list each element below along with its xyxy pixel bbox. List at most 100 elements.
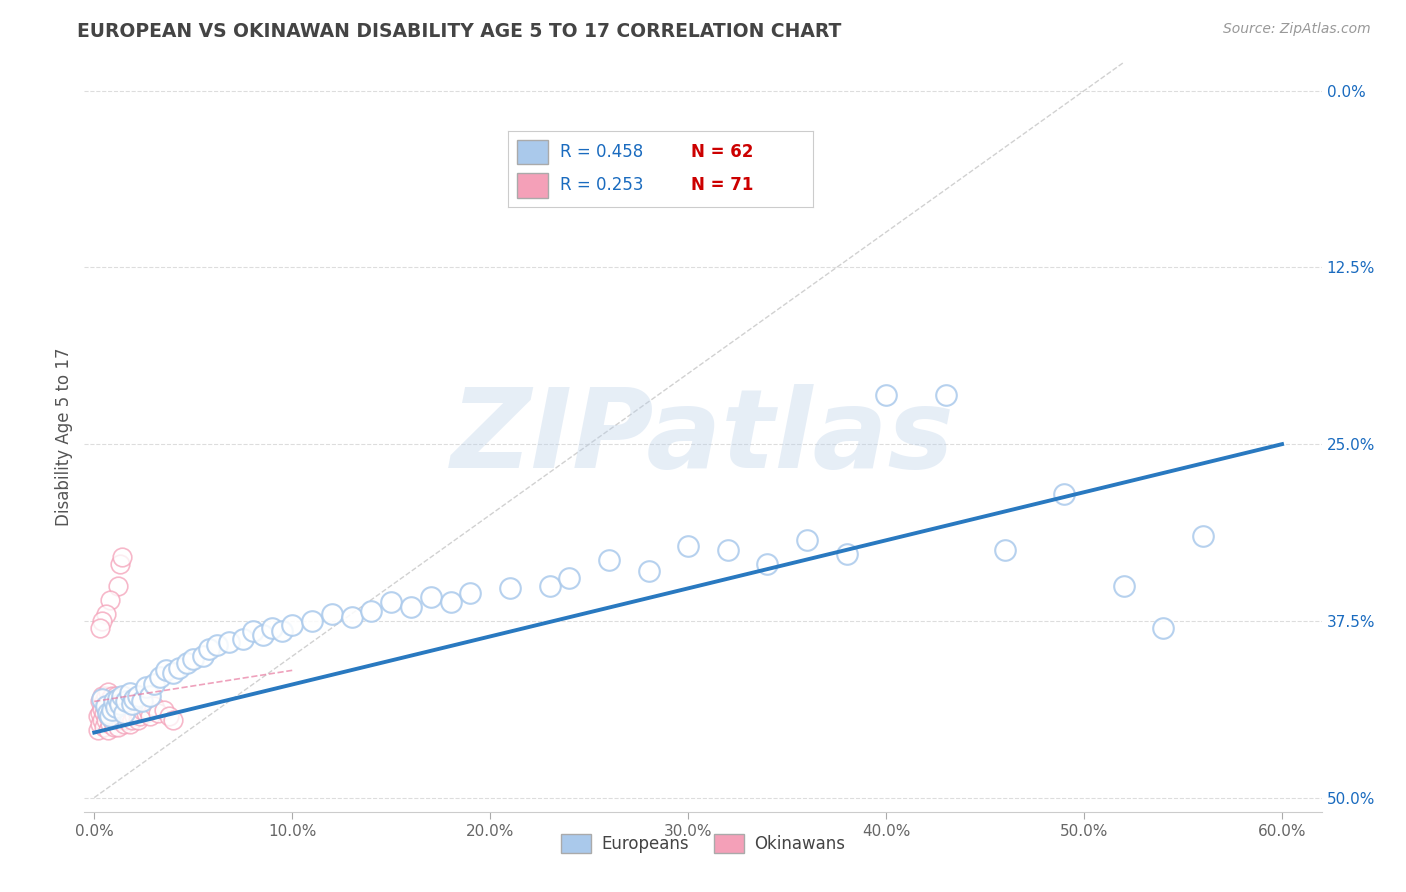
Point (135, 681, 157, 695)
Point (439, 595, 461, 609)
Point (159, 708, 181, 723)
Point (117, 694, 139, 708)
Point (131, 703, 153, 717)
Point (111, 694, 134, 708)
Text: R = 0.458: R = 0.458 (560, 144, 643, 161)
Point (111, 550, 134, 565)
Point (105, 713, 128, 727)
Point (103, 694, 125, 708)
FancyBboxPatch shape (517, 173, 548, 197)
Point (121, 698, 143, 712)
Point (127, 713, 149, 727)
Point (91, 701, 114, 715)
Point (142, 677, 165, 691)
Point (301, 614, 323, 628)
Point (89, 694, 111, 708)
Point (205, 638, 228, 652)
Point (94, 689, 117, 703)
Point (934, 387, 956, 401)
Point (117, 708, 139, 723)
Point (676, 539, 699, 553)
Point (181, 652, 204, 666)
Point (105, 689, 128, 703)
Point (107, 691, 129, 706)
Point (121, 698, 143, 713)
Point (108, 698, 131, 713)
Point (118, 686, 141, 700)
Point (138, 708, 160, 723)
Point (89, 621, 111, 635)
Point (97, 706, 120, 720)
Point (98, 717, 121, 731)
Point (112, 703, 135, 717)
Point (131, 694, 153, 708)
Point (146, 706, 169, 720)
Point (135, 706, 157, 720)
Point (271, 624, 294, 638)
Point (136, 703, 159, 717)
Point (142, 698, 165, 713)
Legend: Europeans, Okinawans: Europeans, Okinawans (554, 827, 852, 860)
Point (94, 698, 117, 713)
Point (87, 723, 110, 737)
Point (115, 698, 138, 713)
Point (107, 720, 129, 734)
Point (281, 618, 304, 632)
Point (97, 708, 120, 723)
Point (169, 660, 191, 674)
Point (87, 708, 110, 723)
Point (111, 689, 134, 703)
Point (97, 684, 120, 698)
Point (115, 713, 138, 727)
Point (103, 720, 125, 734)
Point (176, 657, 198, 671)
Point (875, 387, 897, 401)
Point (101, 703, 124, 717)
Point (756, 558, 779, 572)
Point (101, 713, 124, 727)
Point (122, 691, 145, 706)
Point (191, 649, 214, 664)
Point (340, 609, 363, 624)
Point (107, 706, 129, 720)
Point (198, 642, 221, 657)
Point (111, 708, 134, 723)
Point (127, 689, 149, 703)
Point (101, 689, 124, 703)
Point (1152, 621, 1174, 635)
Point (94, 701, 117, 715)
Point (538, 578, 561, 592)
Point (98, 592, 121, 607)
Point (558, 571, 581, 585)
Point (97, 723, 120, 737)
Point (460, 585, 482, 599)
Point (242, 624, 264, 638)
Point (637, 565, 659, 579)
Point (91, 614, 114, 628)
Point (89, 706, 111, 720)
Point (115, 694, 138, 708)
Point (112, 706, 135, 720)
Point (717, 543, 740, 558)
Point (162, 713, 184, 727)
Point (419, 590, 441, 604)
Point (98, 708, 121, 723)
Point (94, 607, 117, 621)
Point (103, 694, 125, 708)
FancyBboxPatch shape (517, 140, 548, 164)
Text: Source: ZipAtlas.com: Source: ZipAtlas.com (1223, 22, 1371, 37)
Point (218, 635, 240, 649)
Point (105, 703, 128, 717)
Point (162, 666, 184, 681)
Point (232, 632, 254, 647)
Point (91, 689, 114, 703)
Point (97, 698, 120, 713)
Point (796, 533, 818, 548)
Text: R = 0.253: R = 0.253 (560, 177, 644, 194)
Point (399, 599, 422, 614)
Point (125, 703, 148, 717)
Point (132, 698, 155, 713)
Point (103, 706, 125, 720)
Point (138, 689, 160, 703)
Point (108, 698, 131, 712)
